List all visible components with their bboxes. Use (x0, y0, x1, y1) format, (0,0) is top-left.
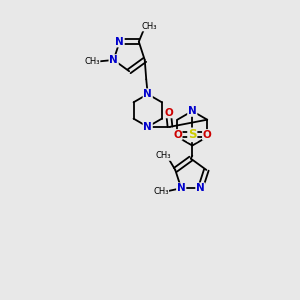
Text: N: N (143, 89, 152, 99)
Text: N: N (115, 37, 124, 47)
Text: CH₃: CH₃ (85, 57, 100, 66)
Text: S: S (188, 128, 196, 141)
Text: N: N (196, 183, 205, 193)
Text: N: N (177, 183, 186, 193)
Text: O: O (203, 130, 212, 140)
Text: N: N (109, 55, 118, 65)
Text: N: N (188, 106, 197, 116)
Text: CH₃: CH₃ (156, 152, 171, 160)
Text: O: O (164, 107, 173, 118)
Text: N: N (143, 122, 152, 132)
Text: CH₃: CH₃ (153, 187, 169, 196)
Text: CH₃: CH₃ (142, 22, 157, 31)
Text: O: O (173, 130, 182, 140)
